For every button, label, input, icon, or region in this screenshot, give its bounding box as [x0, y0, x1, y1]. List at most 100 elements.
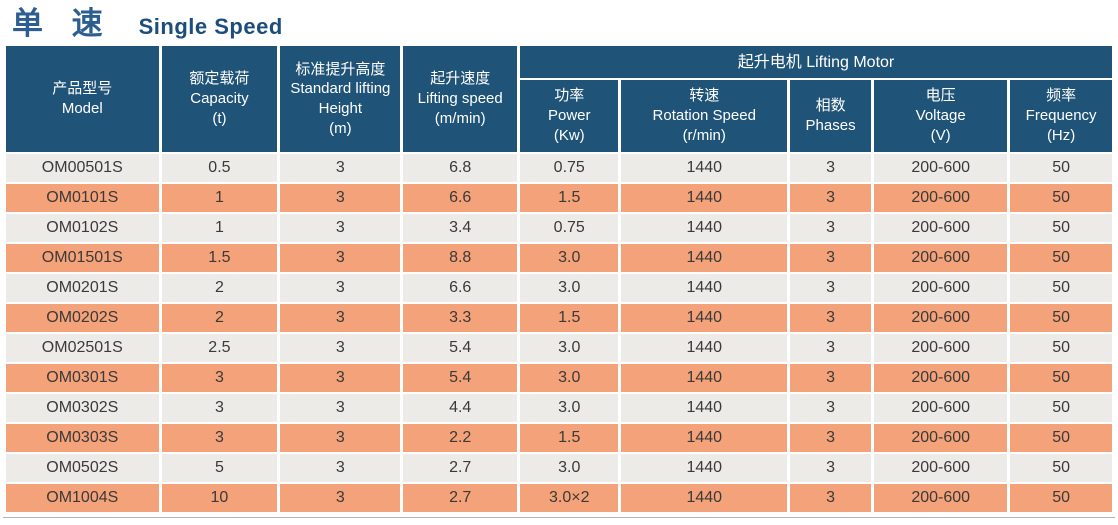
cell-frequency: 50	[1010, 394, 1112, 423]
cell-voltage: 200-600	[874, 484, 1008, 513]
cell-power: 3.0	[520, 244, 619, 273]
page-title: 单 速 Single Speed	[0, 0, 1118, 44]
cell-rotation-speed: 1440	[621, 334, 787, 363]
cell-frequency: 50	[1010, 274, 1112, 303]
column-header-line: Frequency	[1025, 107, 1097, 125]
cell-model: OM0202S	[6, 304, 159, 333]
cell-phases: 3	[790, 304, 872, 333]
cell-frequency: 50	[1010, 484, 1112, 513]
cell-frequency: 50	[1010, 334, 1112, 363]
cell-phases: 3	[790, 214, 872, 243]
cell-capacity: 10	[161, 484, 278, 513]
cell-model: OM1004S	[6, 484, 159, 513]
cell-phases: 3	[790, 334, 872, 363]
cell-standard-lifting-height: 3	[280, 244, 401, 273]
cell-power: 3.0	[520, 454, 619, 483]
table-row: OM02501S 2.5 3 5.4 3.0 1440 3 200-600 50	[6, 334, 1112, 363]
cell-standard-lifting-height: 3	[280, 334, 401, 363]
cell-standard-lifting-height: 3	[280, 214, 401, 243]
column-header-line: 转速	[689, 87, 720, 105]
column-header-line: 起升速度	[430, 70, 491, 88]
column-header-line: (r/min)	[682, 126, 726, 144]
column-header-line: Lifting speed	[417, 90, 503, 108]
cell-lifting-speed: 5.4	[403, 334, 518, 363]
table-row: OM0102S 1 3 3.4 0.75 1440 3 200-600 50	[6, 214, 1112, 243]
table-row: OM0301S 3 3 5.4 3.0 1440 3 200-600 50	[6, 364, 1112, 393]
cell-frequency: 50	[1010, 454, 1112, 483]
cell-voltage: 200-600	[874, 394, 1008, 423]
cell-voltage: 200-600	[874, 244, 1008, 273]
cell-phases: 3	[790, 454, 872, 483]
column-header-standard-lifting-height: 标准提升高度 Standard lifting Height (m)	[280, 46, 401, 153]
column-group-lifting-motor: 起升电机 Lifting Motor	[520, 46, 1112, 79]
column-header-line: Standard lifting	[290, 80, 391, 98]
cell-standard-lifting-height: 3	[280, 454, 401, 483]
column-header-line: 频率	[1046, 87, 1077, 105]
table-row: OM1004S 10 3 2.7 3.0×2 1440 3 200-600 50	[6, 484, 1112, 513]
cell-rotation-speed: 1440	[621, 214, 787, 243]
cell-standard-lifting-height: 3	[280, 304, 401, 333]
cell-voltage: 200-600	[874, 274, 1008, 303]
cell-power: 3.0	[520, 394, 619, 423]
column-header-line: (Hz)	[1046, 126, 1076, 144]
column-header-line: (Kw)	[553, 126, 585, 144]
cell-standard-lifting-height: 3	[280, 184, 401, 213]
cell-standard-lifting-height: 3	[280, 274, 401, 303]
cell-voltage: 200-600	[874, 424, 1008, 453]
column-header-line: Capacity	[190, 90, 249, 108]
cell-lifting-speed: 2.7	[403, 484, 518, 513]
cell-capacity: 1	[161, 214, 278, 243]
column-header-line: 功率	[554, 87, 585, 105]
table-row: OM0101S 1 3 6.6 1.5 1440 3 200-600 50	[6, 184, 1112, 213]
cell-model: OM0201S	[6, 274, 159, 303]
column-header-line: Height	[318, 100, 363, 118]
cell-power: 1.5	[520, 424, 619, 453]
cell-frequency: 50	[1010, 304, 1112, 333]
column-header-power: 功率 Power (Kw)	[520, 80, 619, 153]
cell-rotation-speed: 1440	[621, 184, 787, 213]
cell-power: 1.5	[520, 184, 619, 213]
table-row: OM0201S 2 3 6.6 3.0 1440 3 200-600 50	[6, 274, 1112, 303]
cell-lifting-speed: 5.4	[403, 364, 518, 393]
cell-model: OM0302S	[6, 394, 159, 423]
cell-voltage: 200-600	[874, 184, 1008, 213]
cell-voltage: 200-600	[874, 214, 1008, 243]
cell-rotation-speed: 1440	[621, 274, 787, 303]
title-english: Single Speed	[138, 14, 283, 39]
cell-power: 3.0	[520, 364, 619, 393]
cell-capacity: 5	[161, 454, 278, 483]
column-header-phases: 相数 Phases	[790, 80, 872, 153]
cell-rotation-speed: 1440	[621, 454, 787, 483]
cell-standard-lifting-height: 3	[280, 154, 401, 183]
cell-model: OM01501S	[6, 244, 159, 273]
cell-power: 3.0×2	[520, 484, 619, 513]
column-header-line: (t)	[212, 109, 227, 127]
column-header-line: Rotation Speed	[652, 107, 756, 125]
column-header-line: Power	[547, 107, 591, 125]
cell-voltage: 200-600	[874, 334, 1008, 363]
cell-voltage: 200-600	[874, 304, 1008, 333]
cell-capacity: 1	[161, 184, 278, 213]
cell-power: 0.75	[520, 154, 619, 183]
table-header: 产品型号 Model 额定载荷 Capacity (t) 标准提升高度 Standard l…	[6, 46, 1112, 153]
cell-phases: 3	[790, 364, 872, 393]
table-row: OM0302S 3 3 4.4 3.0 1440 3 200-600 50	[6, 394, 1112, 423]
cell-voltage: 200-600	[874, 154, 1008, 183]
cell-model: OM0101S	[6, 184, 159, 213]
cell-model: OM0102S	[6, 214, 159, 243]
cell-rotation-speed: 1440	[621, 394, 787, 423]
cell-lifting-speed: 6.6	[403, 184, 518, 213]
column-header-line: (m/min)	[434, 109, 486, 127]
cell-lifting-speed: 3.3	[403, 304, 518, 333]
column-header-line: (m)	[329, 119, 352, 137]
cell-lifting-speed: 4.4	[403, 394, 518, 423]
column-header-frequency: 频率 Frequency (Hz)	[1010, 80, 1112, 153]
cell-model: OM00501S	[6, 154, 159, 183]
cell-capacity: 1.5	[161, 244, 278, 273]
cell-frequency: 50	[1010, 424, 1112, 453]
title-chinese: 单 速	[12, 6, 113, 41]
cell-frequency: 50	[1010, 244, 1112, 273]
cell-lifting-speed: 2.2	[403, 424, 518, 453]
column-header-line: 相数	[815, 97, 846, 115]
